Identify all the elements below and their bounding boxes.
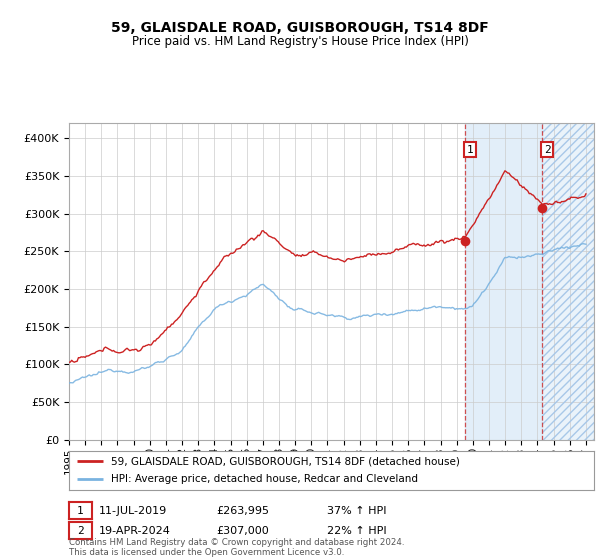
Text: 1: 1 — [467, 144, 473, 155]
Text: Contains HM Land Registry data © Crown copyright and database right 2024.
This d: Contains HM Land Registry data © Crown c… — [69, 538, 404, 557]
Text: £307,000: £307,000 — [216, 526, 269, 536]
Text: 2: 2 — [544, 144, 551, 155]
Text: 37% ↑ HPI: 37% ↑ HPI — [327, 506, 386, 516]
Text: 59, GLAISDALE ROAD, GUISBOROUGH, TS14 8DF (detached house): 59, GLAISDALE ROAD, GUISBOROUGH, TS14 8D… — [111, 456, 460, 466]
Text: 2: 2 — [77, 526, 84, 536]
Text: 11-JUL-2019: 11-JUL-2019 — [99, 506, 167, 516]
Text: Price paid vs. HM Land Registry's House Price Index (HPI): Price paid vs. HM Land Registry's House … — [131, 35, 469, 48]
Bar — [542, 123, 594, 440]
Text: £263,995: £263,995 — [216, 506, 269, 516]
Text: 1: 1 — [77, 506, 84, 516]
Text: HPI: Average price, detached house, Redcar and Cleveland: HPI: Average price, detached house, Redc… — [111, 474, 418, 484]
Text: 59, GLAISDALE ROAD, GUISBOROUGH, TS14 8DF: 59, GLAISDALE ROAD, GUISBOROUGH, TS14 8D… — [111, 21, 489, 35]
Bar — [542, 123, 594, 440]
Text: 19-APR-2024: 19-APR-2024 — [99, 526, 171, 536]
Text: 22% ↑ HPI: 22% ↑ HPI — [327, 526, 386, 536]
Bar — [465, 123, 542, 440]
